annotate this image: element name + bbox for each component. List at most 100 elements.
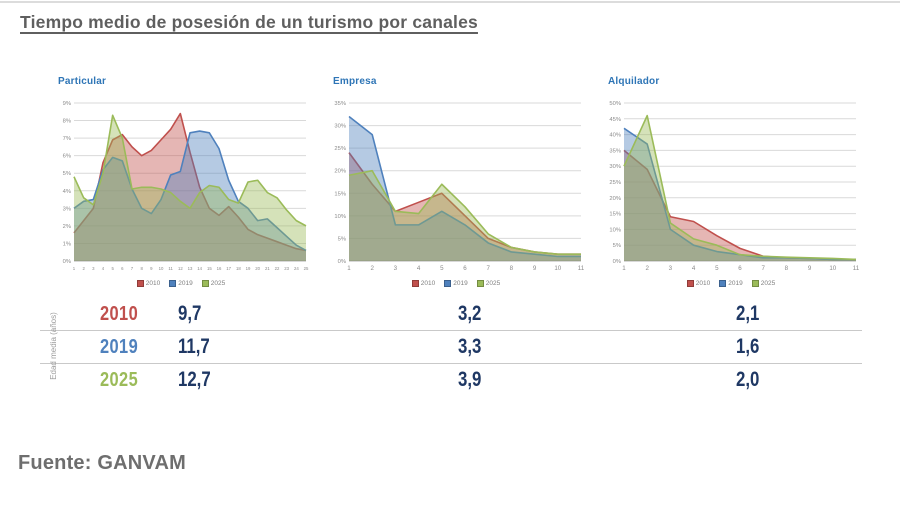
svg-text:50%: 50% [609,101,621,107]
legend-label: 2019 [453,280,468,287]
legend-label: 2010 [695,280,711,287]
legend-label: 2019 [728,280,743,287]
value-2019-empresa: 3,3 [458,335,482,358]
svg-text:3: 3 [669,265,673,272]
area-chart-svg: 0% 5% 10% 15% 20% 25% 30% 35% 1 2 3 4 5 6 7 8 9 10 11 [334,101,584,272]
svg-text:8: 8 [140,266,143,271]
svg-text:14: 14 [197,266,202,271]
chart-plot-alquilador: 0% 5% 10% 15% 20% 25% 30% 35% 40% 45% 50% 1 2 3 4 5 6 7 8 9… [598,97,864,277]
svg-text:18: 18 [236,266,241,271]
svg-text:6: 6 [121,266,124,271]
year-label-2010: 2010 [100,302,139,325]
svg-text:35%: 35% [609,148,621,154]
svg-text:13: 13 [188,266,193,271]
svg-text:25%: 25% [334,146,346,152]
svg-text:5%: 5% [613,243,621,249]
svg-text:5: 5 [111,266,114,271]
svg-text:2: 2 [82,266,85,271]
legend-swatch-icon [169,280,177,287]
svg-text:2: 2 [645,265,649,272]
svg-text:6: 6 [738,265,742,272]
svg-text:21: 21 [265,266,270,271]
svg-text:30%: 30% [609,164,621,170]
year-label-2025: 2025 [100,368,139,391]
chart-title-particular: Particular [58,76,107,87]
legend-item: 2025 [751,280,776,287]
svg-text:7%: 7% [63,136,71,142]
legend-swatch-icon [476,280,484,287]
svg-text:7: 7 [761,265,765,272]
value-2025-particular: 12,7 [178,368,211,391]
svg-text:0%: 0% [63,259,71,265]
svg-text:10: 10 [829,265,836,272]
source-text: Fuente: GANVAM [18,452,186,474]
svg-text:1%: 1% [63,241,71,247]
chart-legend-empresa: 2010 2019 2025 [323,280,589,287]
svg-text:12: 12 [178,266,183,271]
svg-text:5: 5 [440,265,444,272]
svg-text:3%: 3% [63,206,71,212]
year-label-2019: 2019 [100,335,139,358]
legend-label: 2010 [420,280,436,287]
summary-table: Edad media (años) 2010 9,7 3,2 2,1 2019 … [40,298,862,396]
svg-text:15: 15 [207,266,212,271]
svg-text:4: 4 [692,265,696,272]
legend-swatch-icon [719,280,727,287]
svg-text:10%: 10% [334,214,346,220]
svg-text:3: 3 [92,266,95,271]
svg-text:11: 11 [853,265,860,272]
legend-item: 2019 [719,280,743,287]
chart-plot-particular: 0% 1% 2% 3% 4% 5% 6% 7% 8% 9% 1 2 3 4 5 6 7 8 9 10 11 12 13 14 1… [48,97,314,277]
chart-title-alquilador: Alquilador [608,76,660,87]
svg-text:45%: 45% [609,117,621,123]
value-2025-alquilador: 2,0 [736,368,760,391]
svg-text:8: 8 [785,265,789,272]
svg-text:17: 17 [226,266,231,271]
svg-text:7: 7 [486,265,490,272]
svg-text:4: 4 [417,265,421,272]
chart-legend-particular: 2010 2019 2025 [48,280,314,287]
svg-text:1: 1 [622,265,626,272]
svg-text:20: 20 [255,266,260,271]
legend-item: 2010 [686,280,711,287]
svg-text:1: 1 [73,266,76,271]
svg-text:20%: 20% [334,169,346,175]
value-2025-empresa: 3,9 [458,368,482,391]
value-2010-particular: 9,7 [178,302,202,325]
legend-label: 2025 [210,280,226,287]
svg-text:6: 6 [463,265,467,272]
svg-text:10%: 10% [609,227,621,233]
svg-text:7: 7 [131,266,134,271]
legend-swatch-icon [686,280,694,287]
legend-label: 2025 [760,280,776,287]
chart-legend-alquilador: 2010 2019 2025 [598,280,864,287]
svg-text:10: 10 [159,266,164,271]
svg-text:35%: 35% [334,101,346,107]
svg-text:2%: 2% [63,224,71,230]
legend-item: 2010 [411,280,436,287]
svg-text:30%: 30% [334,124,346,130]
svg-text:9: 9 [150,266,153,271]
svg-text:15%: 15% [609,212,621,218]
svg-text:9: 9 [808,265,812,272]
svg-text:23: 23 [284,266,289,271]
top-divider [0,1,900,3]
legend-swatch-icon [444,280,452,287]
svg-text:9%: 9% [63,101,71,107]
legend-label: 2019 [178,280,193,287]
legend-item: 2025 [201,280,226,287]
svg-text:0%: 0% [338,259,346,265]
table-axis-label: Edad media (años) [49,312,58,380]
value-2019-alquilador: 1,6 [736,335,760,358]
svg-text:8%: 8% [63,119,71,125]
svg-text:3: 3 [394,265,398,272]
svg-text:40%: 40% [609,133,621,139]
svg-text:6%: 6% [63,154,71,160]
legend-swatch-icon [201,280,209,287]
legend-swatch-icon [411,280,419,287]
legend-label: 2025 [485,280,501,287]
svg-text:4: 4 [102,266,105,271]
svg-text:5%: 5% [338,236,346,242]
svg-text:5: 5 [715,265,719,272]
svg-text:25: 25 [304,266,309,271]
